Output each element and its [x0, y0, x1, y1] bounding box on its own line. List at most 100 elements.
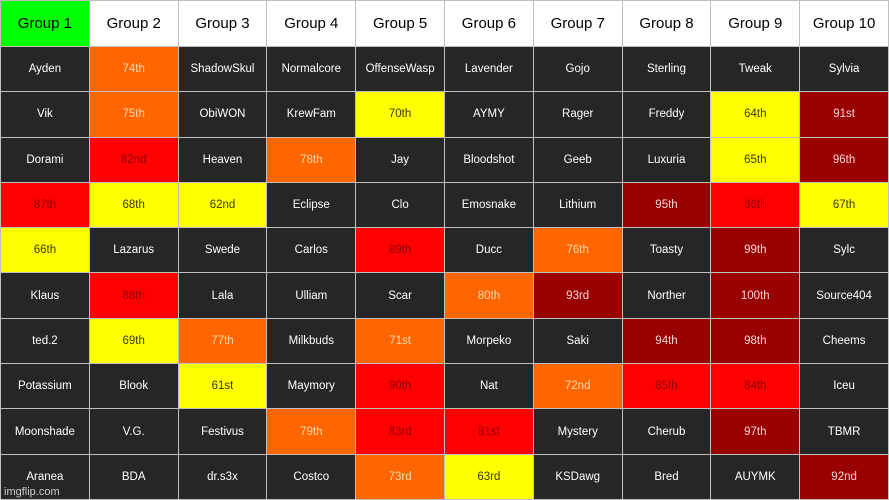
- grid-cell-r9-c8: Cherub: [622, 409, 711, 454]
- column-header-5: Group 5: [356, 1, 444, 46]
- grid-cell-r10-c8: Bred: [622, 454, 711, 499]
- grid-cell-r8-c7: 72nd: [533, 364, 622, 409]
- grid-cell-r10-c3: dr.s3x: [178, 454, 267, 499]
- grid-cell-r7-c3: 77th: [178, 318, 267, 364]
- grid-cell-r5-c9: 99th: [711, 228, 800, 273]
- grid-cell-r1-c9: Tweak: [711, 47, 800, 92]
- grid-cell-r3-c1: Dorami: [1, 137, 89, 182]
- grid-cell-r8-c1: Potassium: [1, 364, 89, 409]
- grid-cell-r1-c10: Sylvia: [800, 47, 888, 92]
- grid-cell-r5-c10: Sylc: [800, 228, 888, 273]
- grid-cell-r10-c9: AUYMK: [711, 454, 800, 499]
- watermark: imgflip.com: [4, 486, 60, 498]
- grid-cell-r3-c7: Geeb: [533, 137, 622, 182]
- grid-cell-r9-c3: Festivus: [178, 409, 267, 454]
- grid-cell-r2-c4: KrewFam: [267, 92, 356, 137]
- grid-cell-r9-c5: 83rd: [356, 409, 444, 454]
- column-header-9: Group 9: [711, 1, 800, 46]
- grid-cell-r10-c5: 73rd: [356, 454, 444, 499]
- grid-cell-r5-c2: Lazarus: [89, 228, 178, 273]
- grid-cell-r5-c4: Carlos: [267, 228, 356, 273]
- grid-cell-r5-c6: Ducc: [445, 228, 533, 273]
- grid-cell-r4-c9: 86th: [711, 182, 800, 228]
- column-header-2: Group 2: [89, 1, 178, 46]
- grid-cell-r4-c1: 87th: [1, 182, 89, 228]
- grid-cell-r9-c7: Mystery: [533, 409, 622, 454]
- grid-cell-r6-c5: Scar: [356, 273, 444, 318]
- grid-cell-r5-c5: 89th: [356, 228, 444, 273]
- grid-cell-r5-c8: Toasty: [622, 228, 711, 273]
- grid-cell-r6-c3: Lala: [178, 273, 267, 318]
- grid-cell-r8-c5: 90th: [356, 364, 444, 409]
- column-header-6: Group 6: [445, 1, 533, 46]
- grid-cell-r3-c4: 78th: [267, 137, 356, 182]
- grid-cell-r4-c5: Clo: [356, 182, 444, 228]
- grid-cell-r3-c5: Jay: [356, 137, 444, 182]
- grid-cell-r1-c3: ShadowSkul: [178, 47, 267, 92]
- column-header-10: Group 10: [800, 1, 888, 46]
- grid-cell-r10-c10: 92nd: [800, 454, 888, 499]
- grid-cell-r8-c3: 61st: [178, 364, 267, 409]
- grid-cell-r7-c2: 69th: [89, 318, 178, 364]
- grid-cell-r10-c6: 63rd: [445, 454, 533, 499]
- grid-cell-r9-c9: 97th: [711, 409, 800, 454]
- grid-cell-r3-c2: 82nd: [89, 137, 178, 182]
- grid-cell-r7-c6: Morpeko: [445, 318, 533, 364]
- grid-cell-r10-c4: Costco: [267, 454, 356, 499]
- grid-cell-r4-c10: 67th: [800, 182, 888, 228]
- grid-cell-r6-c7: 93rd: [533, 273, 622, 318]
- grid-cell-r4-c8: 95th: [622, 182, 711, 228]
- column-header-8: Group 8: [622, 1, 711, 46]
- grid-cell-r7-c1: ted.2: [1, 318, 89, 364]
- grid-cell-r7-c4: Milkbuds: [267, 318, 356, 364]
- grid-cell-r2-c6: AYMY: [445, 92, 533, 137]
- grid-cell-r6-c1: Klaus: [1, 273, 89, 318]
- grid-cell-r1-c8: Sterling: [622, 47, 711, 92]
- grid-cell-r2-c7: Rager: [533, 92, 622, 137]
- column-header-4: Group 4: [267, 1, 356, 46]
- grid-cell-r1-c7: Gojo: [533, 47, 622, 92]
- grid-cell-r4-c2: 68th: [89, 182, 178, 228]
- grid-cell-r10-c7: KSDawg: [533, 454, 622, 499]
- grid-cell-r7-c8: 94th: [622, 318, 711, 364]
- grid-cell-r7-c5: 71st: [356, 318, 444, 364]
- grid-cell-r9-c4: 79th: [267, 409, 356, 454]
- grid-cell-r8-c8: 85th: [622, 364, 711, 409]
- grid-cell-r8-c10: Iceu: [800, 364, 888, 409]
- grid-cell-r9-c2: V.G.: [89, 409, 178, 454]
- grid-cell-r3-c6: Bloodshot: [445, 137, 533, 182]
- grid-cell-r9-c6: 81st: [445, 409, 533, 454]
- grid-cell-r2-c10: 91st: [800, 92, 888, 137]
- grid-cell-r1-c5: OffenseWasp: [356, 47, 444, 92]
- column-header-3: Group 3: [178, 1, 267, 46]
- grid-cell-r3-c8: Luxuria: [622, 137, 711, 182]
- grid-cell-r1-c6: Lavender: [445, 47, 533, 92]
- grid-cell-r6-c10: Source404: [800, 273, 888, 318]
- grid-cell-r3-c9: 65th: [711, 137, 800, 182]
- grid-cell-r8-c6: Nat: [445, 364, 533, 409]
- grid-cell-r1-c2: 74th: [89, 47, 178, 92]
- grid-cell-r6-c4: Ulliam: [267, 273, 356, 318]
- grid-cell-r6-c2: 88th: [89, 273, 178, 318]
- grid-cell-r4-c4: Eclipse: [267, 182, 356, 228]
- grid-cell-r7-c10: Cheems: [800, 318, 888, 364]
- grid-cell-r2-c9: 64th: [711, 92, 800, 137]
- grid-cell-r5-c7: 76th: [533, 228, 622, 273]
- grid-cell-r9-c1: Moonshade: [1, 409, 89, 454]
- grid-cell-r1-c1: Ayden: [1, 47, 89, 92]
- grid-cell-r3-c10: 96th: [800, 137, 888, 182]
- grid-cell-r2-c5: 70th: [356, 92, 444, 137]
- grid-cell-r4-c3: 62nd: [178, 182, 267, 228]
- column-header-1: Group 1: [1, 1, 89, 46]
- grid-cell-r6-c9: 100th: [711, 273, 800, 318]
- grid-cell-r10-c1: Aranea: [1, 454, 89, 499]
- grid-cell-r6-c8: Norther: [622, 273, 711, 318]
- grid-cell-r4-c7: Lithium: [533, 182, 622, 228]
- grid-cell-r8-c9: 84th: [711, 364, 800, 409]
- grid-cell-r1-c4: Normalcore: [267, 47, 356, 92]
- grid-cell-r9-c10: TBMR: [800, 409, 888, 454]
- grid-cell-r3-c3: Heaven: [178, 137, 267, 182]
- grid-cell-r2-c8: Freddy: [622, 92, 711, 137]
- grid-cell-r6-c6: 80th: [445, 273, 533, 318]
